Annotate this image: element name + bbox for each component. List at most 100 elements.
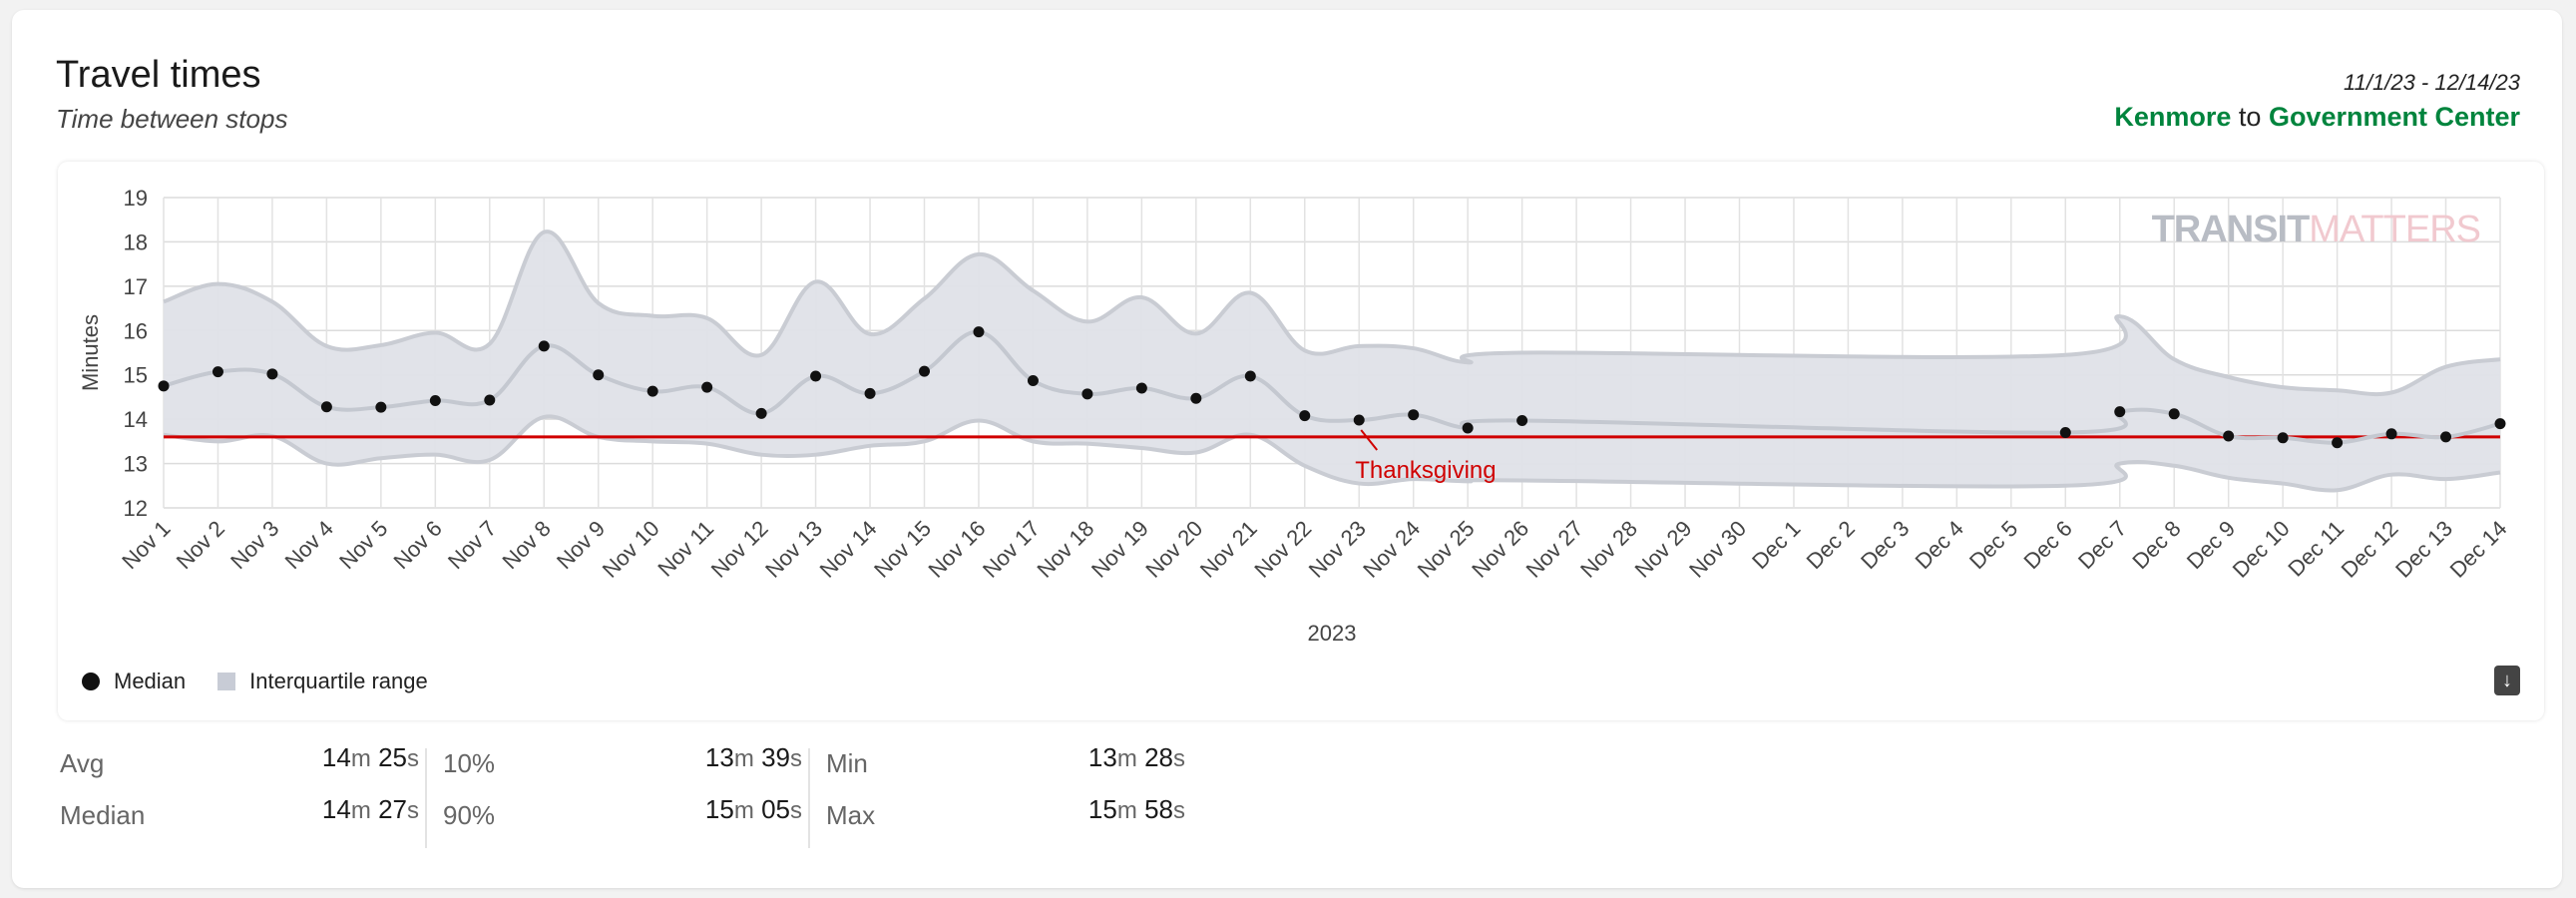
- x-tick-label: Dec 10: [2228, 516, 2295, 583]
- median-point: [701, 381, 713, 393]
- median-point: [1244, 370, 1256, 382]
- stats-divider-2: [808, 748, 810, 848]
- y-tick-label: 12: [124, 496, 148, 521]
- median-point: [2332, 437, 2344, 449]
- x-tick-label: Nov 19: [1086, 516, 1153, 583]
- median-point: [1027, 374, 1039, 386]
- widget-title: Travel times: [56, 54, 261, 96]
- stat-avg-value: 14m 25s: [321, 742, 419, 772]
- median-point: [429, 394, 441, 406]
- median-point: [646, 385, 658, 397]
- median-point: [2494, 418, 2506, 430]
- x-tick-label: Nov 30: [1684, 516, 1751, 583]
- x-tick-label: Dec 1: [1747, 516, 1805, 574]
- chart-legend: Median Interquartile range: [82, 669, 428, 694]
- median-point: [2059, 426, 2071, 438]
- median-point: [1462, 422, 1474, 434]
- stat-median-value: 14m 27s: [321, 794, 419, 824]
- stat-max-label: Max: [826, 800, 876, 830]
- y-tick-label: 13: [124, 452, 148, 477]
- y-tick-label: 18: [124, 229, 148, 254]
- x-tick-label: Nov 1: [117, 516, 175, 574]
- median-point: [212, 366, 223, 378]
- date-range: 11/1/23 - 12/14/23: [2344, 70, 2520, 95]
- y-tick-label: 17: [124, 274, 148, 299]
- median-point: [1516, 414, 1528, 426]
- widget-subtitle: Time between stops: [56, 104, 288, 134]
- median-point: [593, 369, 605, 381]
- x-tick-label: Nov 7: [443, 516, 501, 574]
- stat-p10-value: 13m 39s: [704, 742, 802, 772]
- y-tick-label: 19: [124, 186, 148, 211]
- x-tick-label: Dec 2: [1802, 516, 1860, 574]
- x-tick-label: Nov 29: [1630, 516, 1697, 583]
- download-icon[interactable]: ↓: [2494, 666, 2520, 695]
- median-point: [1081, 388, 1093, 400]
- x-tick-label: Nov 28: [1575, 516, 1642, 583]
- x-tick-label: Nov 10: [598, 516, 664, 583]
- route-label: Kenmore to Government Center: [2114, 102, 2520, 133]
- median-point: [973, 326, 985, 338]
- median-point: [320, 401, 332, 413]
- stats-divider-1: [425, 748, 427, 848]
- stat-p90-label: 90%: [443, 800, 496, 830]
- y-axis-title: Minutes: [78, 314, 103, 391]
- stat-max-value: 15m 58s: [1087, 794, 1185, 824]
- median-point: [375, 401, 387, 413]
- watermark-logo: TRANSITMATTERS: [2152, 209, 2480, 250]
- iqr-upper-edge: [163, 229, 2501, 397]
- median-point: [2114, 406, 2126, 418]
- y-tick-label: 16: [124, 318, 148, 343]
- x-tick-label: Dec 6: [2018, 516, 2076, 574]
- x-tick-label: Nov 18: [1032, 516, 1098, 583]
- x-tick-label: Nov 27: [1521, 516, 1588, 583]
- travel-time-chart[interactable]: TRANSITMATTERS Thanksgiving 12 13 14 15 16 17 18…: [58, 162, 2544, 661]
- annotation-leader: [1360, 429, 1379, 451]
- x-tick-label: Nov 13: [760, 516, 827, 583]
- x-tick-label: Nov 8: [497, 516, 555, 574]
- iqr-lower-edge: [163, 414, 2501, 493]
- median-point: [919, 365, 931, 377]
- x-tick-label: Nov 6: [389, 516, 447, 574]
- x-tick-label: Nov 14: [815, 516, 882, 583]
- median-point: [1190, 392, 1202, 404]
- median-legend-label[interactable]: Median: [114, 669, 187, 693]
- x-tick-label: Dec 7: [2073, 516, 2131, 574]
- to-station[interactable]: Government Center: [2268, 102, 2520, 132]
- from-station[interactable]: Kenmore: [2114, 102, 2232, 132]
- y-tick-label: 15: [124, 363, 148, 388]
- x-tick-label: Dec 11: [2283, 516, 2349, 582]
- stat-p90-value: 15m 05s: [704, 794, 802, 824]
- x-tick-label: Nov 12: [706, 516, 773, 583]
- x-tick-label: Dec 4: [1911, 516, 1968, 574]
- travel-times-card: Travel times Time between stops 11/1/23 …: [12, 10, 2562, 888]
- x-tick-label: Nov 3: [225, 516, 283, 574]
- x-tick-label: Dec 13: [2390, 516, 2457, 583]
- median-point: [2168, 408, 2180, 420]
- iqr-legend-label[interactable]: Interquartile range: [249, 669, 428, 693]
- x-tick-label: Nov 11: [652, 516, 718, 582]
- x-tick-label: Nov 15: [869, 516, 936, 583]
- median-point: [2277, 432, 2289, 444]
- iqr-band: [164, 231, 2500, 491]
- x-tick-label: Dec 12: [2337, 516, 2403, 583]
- median-point: [158, 380, 170, 392]
- y-tick-label: 14: [124, 407, 148, 432]
- median-point: [755, 407, 767, 419]
- x-tick-label: Nov 16: [924, 516, 991, 583]
- stat-median-label: Median: [60, 800, 146, 830]
- x-tick-label: Nov 4: [280, 516, 338, 574]
- median-point: [538, 340, 550, 352]
- median-point: [1408, 409, 1420, 421]
- x-tick-label: Nov 5: [334, 516, 392, 574]
- median-point: [2223, 430, 2235, 442]
- median-point: [1299, 410, 1311, 422]
- x-tick-label: Dec 5: [1964, 516, 2022, 574]
- chart-container: TRANSITMATTERS Thanksgiving 12 13 14 15 16 17 18…: [58, 162, 2544, 720]
- stat-p10-label: 10%: [443, 748, 496, 778]
- median-point: [1353, 414, 1365, 426]
- median-point: [2385, 428, 2397, 440]
- median-point: [864, 387, 876, 399]
- x-tick-label: Nov 20: [1140, 516, 1207, 583]
- x-tick-label: Nov 23: [1304, 516, 1371, 583]
